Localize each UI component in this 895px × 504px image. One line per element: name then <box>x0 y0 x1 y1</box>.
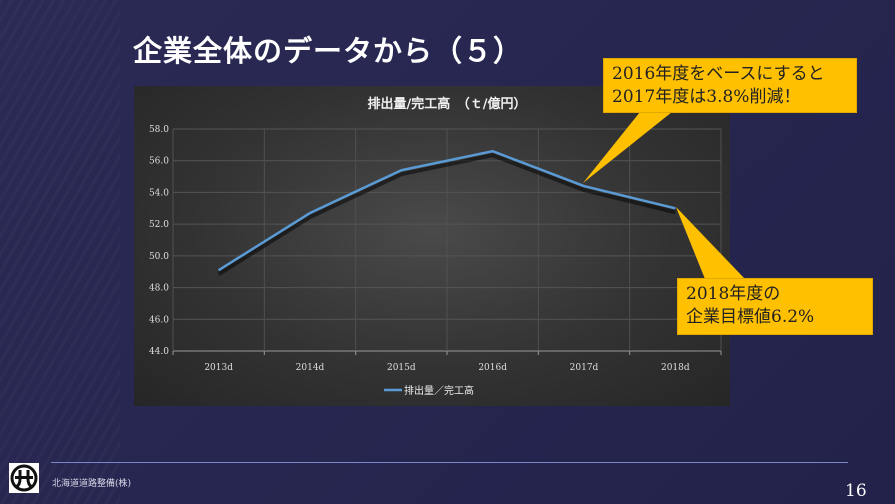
callout-line: 2018年度の <box>686 284 781 304</box>
slide-title: 企業全体のデータから（５） <box>133 34 524 68</box>
x-tick-label: 2013d <box>204 363 233 373</box>
series-line <box>218 149 676 272</box>
callout-line: 2016年度をベースにすると <box>612 64 825 84</box>
callout-2018-target: 2018年度の 企業目標値6.2% <box>677 278 873 335</box>
company-logo <box>9 463 39 493</box>
page-number: 16 <box>845 481 867 501</box>
y-tick-label: 48.0 <box>149 284 169 294</box>
chart-title: 排出量/完工高 （ｔ/億円） <box>368 96 527 112</box>
y-tick-label: 46.0 <box>149 315 169 325</box>
callout-line: 企業目標値6.2% <box>686 307 815 327</box>
x-tick-label: 2016d <box>478 363 507 373</box>
chart-panel: 排出量/完工高 （ｔ/億円） 44.0 46.0 48.0 50.0 52.0 54.0 56… <box>134 86 730 406</box>
line-chart: 排出量/完工高 （ｔ/億円） 44.0 46.0 48.0 50.0 52.0 54.0 56… <box>149 96 722 397</box>
y-tick-label: 58.0 <box>149 125 169 135</box>
y-tick-label: 52.0 <box>149 220 169 230</box>
y-tick-label: 50.0 <box>149 252 169 262</box>
x-tick-label: 2018d <box>661 363 690 373</box>
x-tick-label: 2017d <box>570 363 599 373</box>
y-tick-label: 54.0 <box>149 188 169 198</box>
series-line-shadow <box>217 153 676 276</box>
legend-label: 排出量／完工高 <box>404 384 474 397</box>
x-tick-label: 2015d <box>387 363 416 373</box>
y-tick-label: 44.0 <box>149 347 169 357</box>
x-tick-label: 2014d <box>296 363 325 373</box>
callout-2017-reduction: 2016年度をベースにすると 2017年度は3.8%削減！ <box>603 58 857 113</box>
footer-divider <box>51 462 848 463</box>
background-stripes <box>0 0 120 504</box>
callout-line: 2017年度は3.8%削減！ <box>612 87 801 107</box>
company-name: 北海道道路整備(株) <box>52 479 132 489</box>
y-tick-label: 56.0 <box>149 157 169 167</box>
